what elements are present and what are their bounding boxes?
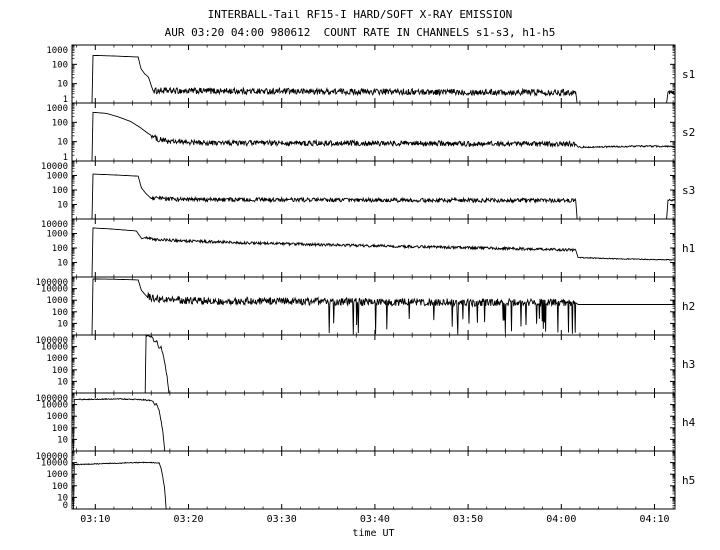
x-tick-label: 04:00 — [546, 514, 576, 525]
channel-label-s1: s1 — [682, 68, 695, 81]
x-tick-label: 03:30 — [267, 514, 297, 525]
y-tick-label: 1000 — [46, 172, 68, 182]
y-tick-label: 100000 — [35, 452, 68, 462]
y-tick-label: 1 — [63, 95, 68, 105]
y-tick-label: 10000 — [41, 343, 68, 353]
plot-title: INTERBALL-Tail RF15-I HARD/SOFT X-RAY EM… — [207, 8, 513, 21]
panel-frame-s2 — [71, 102, 676, 162]
x-tick-label: 03:20 — [173, 514, 203, 525]
trace-h1 — [91, 227, 676, 278]
y-tick-label: 1000 — [46, 354, 68, 364]
y-tick-label: 100000 — [35, 394, 68, 404]
y-tick-label: 10000 — [41, 401, 68, 411]
panel-frame-h2 — [71, 276, 676, 336]
y-tick-label: 100000 — [35, 336, 68, 346]
y-tick-label: 1000 — [46, 412, 68, 422]
y-tick-label: 1000 — [46, 296, 68, 306]
panel-frame-h5 — [71, 450, 676, 510]
trace-s3 — [91, 173, 578, 220]
channel-label-h4: h4 — [682, 416, 696, 429]
plot-subtitle: AUR 03:20 04:00 980612 COUNT RATE IN CHA… — [164, 26, 556, 39]
trace-s1 — [666, 89, 676, 104]
panel-frame-s1 — [71, 44, 676, 104]
y-tick-label: 10 — [57, 319, 68, 329]
channel-label-h3: h3 — [682, 358, 695, 371]
y-tick-label: 1000 — [46, 46, 68, 56]
x-tick-label: 03:50 — [453, 514, 483, 525]
y-tick-label: 10000 — [41, 285, 68, 295]
y-tick-label: 100 — [52, 366, 68, 376]
y-tick-label: 10000 — [41, 162, 68, 172]
channel-label-h2: h2 — [682, 300, 695, 313]
trace-h4 — [72, 397, 166, 452]
y-tick-label: 100 — [52, 308, 68, 318]
panel-frame-h3 — [71, 334, 676, 394]
panel-frame-h1 — [71, 218, 676, 278]
y-tick-label: 100 — [52, 482, 68, 492]
trace-h5 — [72, 461, 167, 510]
y-tick-label: 10 — [57, 259, 68, 269]
channel-label-h5: h5 — [682, 474, 695, 487]
channel-label-h1: h1 — [682, 242, 695, 255]
y-tick-label: 100 — [52, 60, 68, 70]
y-tick-label: 100 — [52, 244, 68, 254]
y-tick-label: 1000 — [46, 470, 68, 480]
trace-h3 — [144, 333, 170, 394]
y-tick-label: 10 — [57, 138, 68, 148]
channel-label-s2: s2 — [682, 126, 695, 139]
y-tick-label: 10 — [57, 201, 68, 211]
y-tick-label: 10000 — [41, 459, 68, 469]
panel-frame-s3 — [71, 160, 676, 220]
trace-h2 — [91, 278, 675, 336]
trace-s2 — [91, 111, 676, 162]
y-tick-label: 100 — [52, 118, 68, 128]
y-tick-label: 10 — [57, 435, 68, 445]
y-tick-label: 1 — [63, 153, 68, 163]
x-tick-label: 03:40 — [360, 514, 390, 525]
y-tick-label: 0 — [63, 501, 68, 511]
trace-s1 — [91, 54, 578, 104]
y-tick-label: 10 — [57, 493, 68, 503]
y-tick-label: 10 — [57, 377, 68, 387]
x-tick-label: 04:10 — [639, 514, 669, 525]
y-tick-label: 10 — [57, 80, 68, 90]
x-tick-label: 03:10 — [80, 514, 110, 525]
x-axis-title: time UT — [352, 528, 395, 539]
y-tick-label: 1000 — [46, 104, 68, 114]
y-tick-label: 1000 — [46, 230, 68, 240]
y-tick-label: 100000 — [35, 278, 68, 288]
channel-label-s3: s3 — [682, 184, 695, 197]
y-tick-label: 100 — [52, 424, 68, 434]
trace-s3 — [666, 198, 676, 220]
y-tick-label: 100 — [52, 186, 68, 196]
panel-frame-h4 — [71, 392, 676, 452]
y-tick-label: 10000 — [41, 220, 68, 230]
